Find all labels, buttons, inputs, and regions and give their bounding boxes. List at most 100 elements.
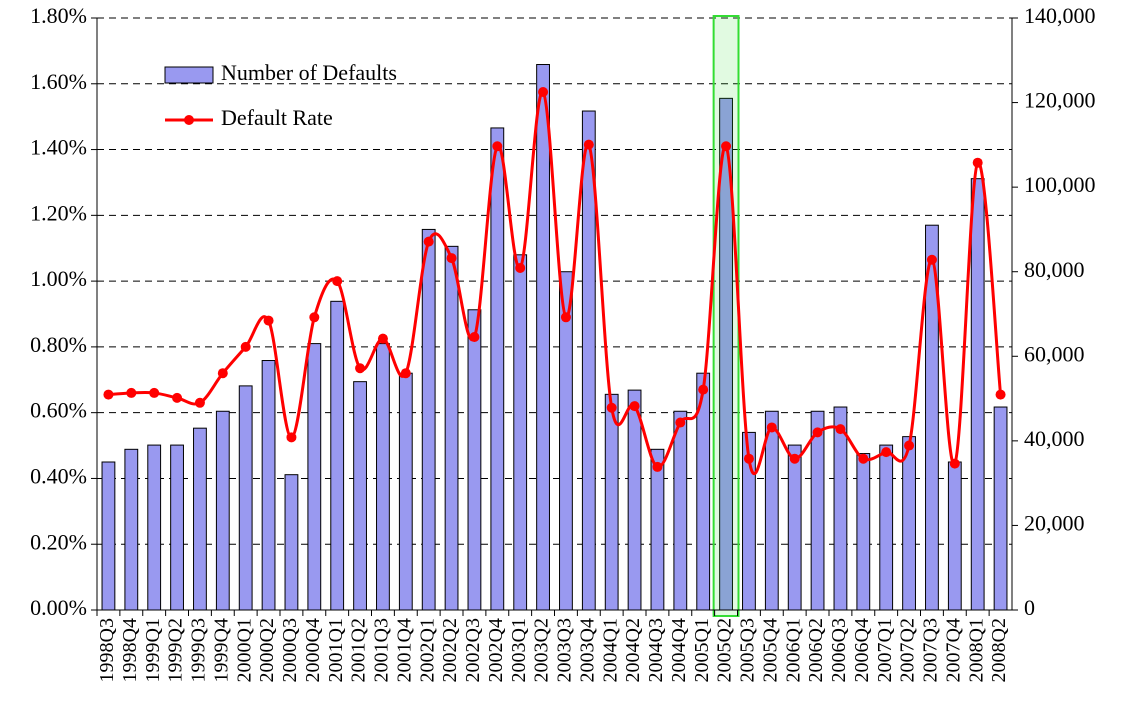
line-point [492, 141, 503, 152]
legend-marker [184, 115, 194, 125]
y-tick-label: 1.40% [30, 135, 87, 160]
x-tick-label: 2006Q3 [828, 618, 850, 682]
y-tick-label: 1.00% [30, 266, 87, 291]
bar [810, 410, 825, 611]
x-tick-label: 1999Q2 [165, 618, 187, 682]
bar [604, 393, 619, 611]
x-tick-label: 2001Q2 [348, 618, 370, 682]
x-tick-label: 2004Q2 [622, 618, 644, 682]
x-tick-label: 2006Q2 [805, 618, 827, 682]
bar [559, 271, 573, 611]
legend-swatch [164, 66, 214, 84]
bar [238, 385, 253, 611]
bar [421, 228, 436, 611]
x-tick-label: 2005Q2 [714, 618, 736, 682]
line-point [172, 392, 183, 403]
bar [398, 372, 413, 611]
bar [902, 436, 916, 611]
line-point [995, 389, 1006, 400]
bar [490, 127, 505, 611]
bar [513, 254, 528, 611]
line-point [263, 315, 274, 326]
line-point [560, 312, 571, 323]
x-tick-label: 2002Q1 [416, 618, 438, 682]
line-point [149, 387, 160, 398]
bar [444, 245, 459, 611]
x-tick-label: 2006Q4 [851, 618, 873, 682]
legend-label: Number of Defaults [221, 60, 397, 85]
line-point [835, 424, 846, 435]
highlight-box [712, 15, 740, 617]
y-tick-label: 0.60% [30, 398, 87, 423]
x-tick-label: 2007Q4 [942, 618, 964, 682]
line-point [194, 397, 205, 408]
y2-tick-label: 100,000 [1024, 172, 1096, 197]
bar [993, 406, 1008, 611]
x-tick-label: 2001Q4 [393, 618, 415, 682]
bar [284, 474, 299, 611]
x-tick-label: 2004Q4 [668, 618, 690, 682]
x-tick-label: 1999Q4 [210, 618, 232, 682]
line-point [309, 312, 320, 323]
y-tick-label: 1.20% [30, 200, 87, 225]
line-point [126, 387, 137, 398]
x-tick-label: 2006Q1 [782, 618, 804, 682]
y2-tick-label: 80,000 [1024, 257, 1085, 282]
x-tick-label: 1998Q3 [96, 618, 118, 682]
bar [947, 461, 962, 611]
line-point [698, 384, 709, 395]
line-point [652, 461, 663, 472]
line-point [583, 139, 594, 150]
bar [261, 360, 276, 611]
y2-tick-label: 60,000 [1024, 341, 1085, 366]
bar [170, 444, 184, 611]
y-tick-label: 0.80% [30, 332, 87, 357]
line-point [789, 453, 800, 464]
bar [353, 381, 367, 611]
line-point [606, 402, 617, 413]
x-tick-label: 2008Q2 [988, 618, 1010, 682]
bar [764, 410, 779, 611]
legend-label: Default Rate [221, 105, 333, 130]
bar [650, 448, 665, 611]
bar [101, 461, 116, 611]
x-tick-label: 2005Q3 [737, 618, 759, 682]
y2-tick-label: 0 [1024, 595, 1035, 620]
line-point [881, 447, 892, 458]
line-point [721, 141, 732, 152]
y2-tick-label: 40,000 [1024, 426, 1085, 451]
bar [627, 389, 642, 611]
line-point [812, 427, 823, 438]
x-tick-label: 2003Q1 [508, 618, 530, 682]
line-point [766, 422, 777, 433]
bar [787, 444, 802, 611]
line-point [332, 276, 343, 287]
x-tick-label: 2002Q4 [485, 618, 507, 682]
bar [536, 64, 550, 611]
x-tick-label: 1998Q4 [119, 618, 141, 682]
y-tick-label: 0.00% [30, 595, 87, 620]
line-point [217, 368, 228, 379]
x-tick-label: 2001Q1 [325, 618, 347, 682]
bar [193, 427, 207, 611]
x-tick-label: 2003Q4 [576, 618, 598, 682]
bar [147, 444, 162, 611]
bar [376, 343, 390, 611]
x-tick-label: 2000Q1 [233, 618, 255, 682]
y-tick-label: 0.20% [30, 529, 87, 554]
line-point [926, 254, 937, 265]
x-tick-label: 2008Q1 [965, 618, 987, 682]
line-point [355, 363, 366, 374]
y-tick-label: 1.60% [30, 69, 87, 94]
line-point [949, 458, 960, 469]
x-tick-label: 2003Q3 [554, 618, 576, 682]
bar [330, 300, 345, 611]
line-point [377, 333, 388, 344]
x-tick-label: 2007Q2 [897, 618, 919, 682]
x-tick-label: 2005Q4 [759, 618, 781, 682]
x-tick-label: 2002Q2 [439, 618, 461, 682]
line-point [743, 453, 754, 464]
line-point [423, 236, 434, 247]
x-tick-label: 2004Q3 [645, 618, 667, 682]
